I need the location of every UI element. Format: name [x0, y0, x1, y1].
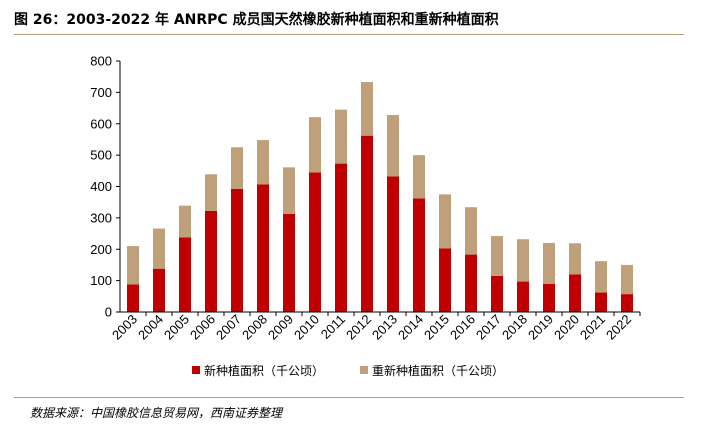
- bar-new-planting-2006: [205, 210, 217, 312]
- bar-replanting-2009: [283, 167, 295, 214]
- bar-replanting-2006: [205, 174, 217, 211]
- legend-label-new-planting: 新种植面积（千公顷）: [204, 363, 324, 378]
- bar-replanting-2016: [465, 207, 477, 255]
- bar-new-planting-2008: [257, 184, 269, 312]
- x-tick-label: 2013: [369, 312, 400, 343]
- bar-replanting-2022: [621, 264, 633, 295]
- x-tick-label: 2018: [499, 312, 530, 343]
- x-tick-label: 2021: [577, 312, 608, 343]
- bar-new-planting-2004: [153, 268, 165, 312]
- legend-label-replanting: 重新种植面积（千公顷）: [372, 363, 504, 378]
- bar-replanting-2008: [257, 140, 269, 185]
- source-note: 数据来源：中国橡胶信息贸易网，西南证券整理: [30, 406, 283, 420]
- bar-replanting-2011: [335, 109, 347, 164]
- bar-new-planting-2019: [543, 283, 555, 312]
- x-tick-label: 2015: [421, 312, 452, 343]
- bar-new-planting-2021: [595, 292, 607, 312]
- bar-replanting-2004: [153, 228, 165, 269]
- bar-replanting-2018: [517, 239, 529, 282]
- footer-rule: [14, 397, 684, 398]
- bar-new-planting-2011: [335, 163, 347, 312]
- bar-replanting-2010: [309, 117, 321, 173]
- bar-new-planting-2007: [231, 189, 243, 312]
- bar-new-planting-2012: [361, 135, 373, 312]
- bar-new-planting-2016: [465, 254, 477, 312]
- bar-new-planting-2014: [413, 198, 425, 312]
- x-tick-label: 2010: [291, 312, 322, 343]
- y-tick-label: 700: [90, 85, 112, 100]
- legend-swatch-new-planting: [192, 366, 200, 374]
- bar-new-planting-2020: [569, 274, 581, 312]
- bar-replanting-2003: [127, 246, 139, 285]
- y-tick-label: 100: [90, 273, 112, 288]
- y-axis: 0 100 200 300 400 500 600 700 800: [90, 54, 121, 320]
- bar-new-planting-2017: [491, 275, 503, 312]
- y-tick-label: 500: [90, 148, 112, 163]
- x-tick-label: 2004: [135, 312, 166, 343]
- y-tick-label: 400: [90, 179, 112, 194]
- bar-new-planting-2018: [517, 281, 529, 312]
- bar-new-planting-2013: [387, 176, 399, 312]
- bar-replanting-2014: [413, 155, 425, 199]
- bar-replanting-2013: [387, 114, 399, 177]
- x-tick-label: 2020: [551, 312, 582, 343]
- bar-new-planting-2022: [621, 294, 633, 312]
- y-tick-label: 200: [90, 242, 112, 257]
- x-tick-label: 2017: [473, 312, 504, 343]
- y-tick-label: 600: [90, 116, 112, 131]
- x-tick-label: 2007: [213, 312, 244, 343]
- x-tick-label: 2016: [447, 312, 478, 343]
- x-tick-label: 2008: [239, 312, 270, 343]
- x-tick-label: 2011: [318, 312, 348, 342]
- bar-replanting-2020: [569, 243, 581, 275]
- y-tick-label: 0: [105, 305, 112, 320]
- bar-new-planting-2009: [283, 213, 295, 312]
- x-tick-label: 2006: [187, 312, 218, 343]
- y-tick-label: 800: [90, 54, 112, 69]
- bar-new-planting-2015: [439, 248, 451, 312]
- bar-replanting-2005: [179, 205, 191, 238]
- x-tick-label: 2012: [343, 312, 374, 343]
- bar-new-planting-2005: [179, 237, 191, 312]
- x-tick-label: 2009: [265, 312, 296, 343]
- legend-swatch-replanting: [360, 366, 368, 374]
- bar-new-planting-2010: [309, 172, 321, 312]
- bar-replanting-2019: [543, 242, 555, 284]
- bar-new-planting-2003: [127, 284, 139, 312]
- x-axis: 2003200420052006200720082009201020112012…: [109, 311, 641, 343]
- x-tick-label: 2003: [109, 312, 140, 343]
- bar-replanting-2007: [231, 147, 243, 190]
- bar-replanting-2017: [491, 236, 503, 276]
- legend: 新种植面积（千公顷） 重新种植面积（千公顷）: [192, 363, 504, 378]
- y-tick-label: 300: [90, 210, 112, 225]
- bar-replanting-2021: [595, 261, 607, 293]
- bars: [127, 82, 633, 312]
- x-tick-label: 2014: [395, 312, 426, 343]
- bar-replanting-2012: [361, 82, 373, 136]
- x-tick-label: 2019: [525, 312, 556, 343]
- x-tick-label: 2022: [603, 312, 634, 343]
- title-rule: [14, 34, 684, 35]
- bar-replanting-2015: [439, 194, 451, 249]
- x-tick-label: 2005: [161, 312, 192, 343]
- chart-title: 图 26：2003-2022 年 ANRPC 成员国天然橡胶新种植面积和重新种植…: [14, 12, 499, 28]
